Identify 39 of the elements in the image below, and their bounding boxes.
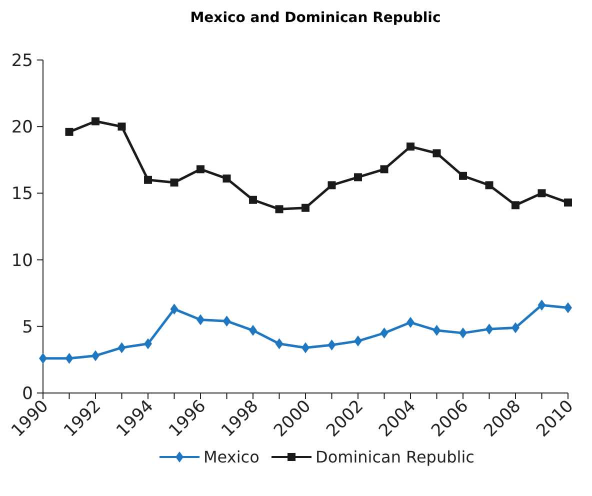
y-tick-label: 25 bbox=[11, 50, 33, 71]
point bbox=[512, 201, 520, 210]
point bbox=[302, 204, 310, 212]
point bbox=[432, 324, 441, 336]
point bbox=[222, 316, 231, 327]
point bbox=[354, 173, 362, 182]
point bbox=[485, 324, 494, 335]
point bbox=[459, 172, 467, 180]
y-tick-label: 15 bbox=[11, 184, 33, 204]
point bbox=[380, 328, 388, 339]
point bbox=[406, 142, 414, 151]
point bbox=[249, 196, 257, 204]
point bbox=[432, 149, 441, 158]
y-tick-label: 5 bbox=[22, 317, 33, 338]
point bbox=[118, 342, 126, 354]
point bbox=[196, 165, 204, 174]
point bbox=[92, 117, 100, 126]
legend-label: Mexico bbox=[204, 448, 260, 467]
point bbox=[222, 174, 231, 183]
point bbox=[65, 128, 74, 136]
point bbox=[65, 352, 74, 364]
point bbox=[328, 340, 336, 351]
point bbox=[118, 122, 126, 131]
legend-label: Dominican Republic bbox=[316, 448, 474, 467]
point bbox=[380, 165, 388, 174]
y-tick-label: 10 bbox=[11, 250, 33, 271]
y-tick-label: 20 bbox=[11, 118, 33, 138]
point bbox=[144, 176, 152, 184]
point bbox=[275, 338, 284, 350]
point bbox=[538, 300, 546, 311]
chart-title: Mexico and Dominican Republic bbox=[190, 10, 441, 26]
point bbox=[485, 181, 494, 190]
point bbox=[564, 198, 572, 207]
point bbox=[328, 181, 336, 190]
point bbox=[170, 304, 178, 315]
point bbox=[170, 178, 178, 187]
point bbox=[275, 205, 284, 214]
point bbox=[538, 189, 546, 198]
y-tick-label: 0 bbox=[22, 384, 33, 404]
